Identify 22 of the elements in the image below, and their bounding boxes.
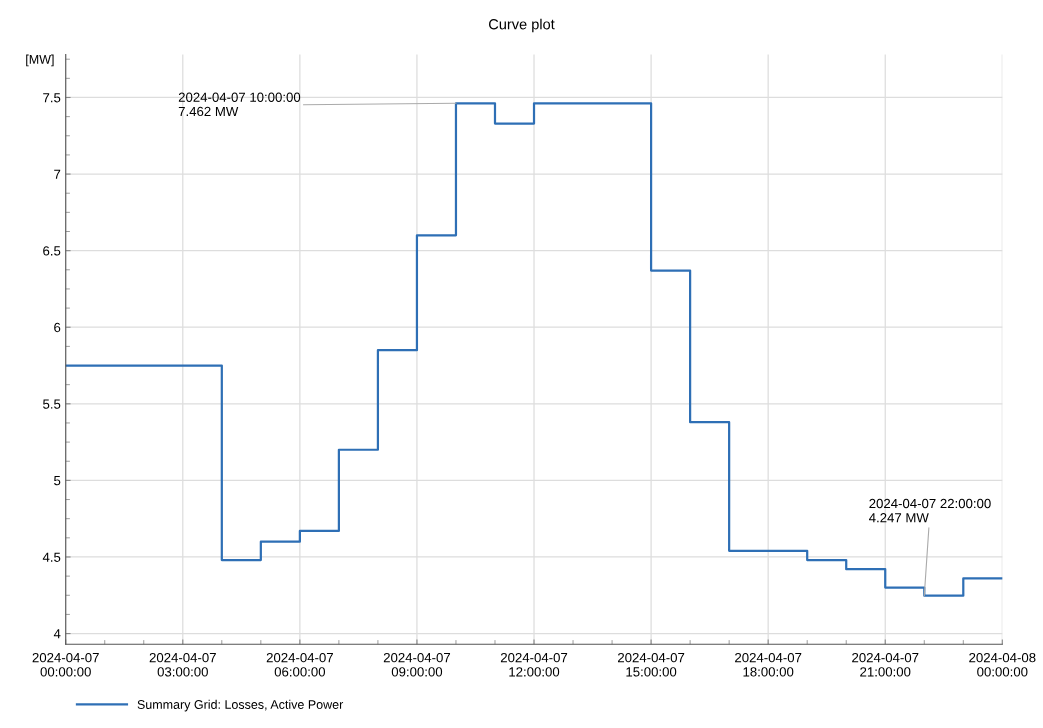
y-tick-label: 7.5 [43, 93, 61, 103]
y-tick-label: 6.5 [43, 246, 61, 256]
x-tick-label: 2024-04-07 06:00:00 [266, 652, 333, 677]
x-tick-label: 2024-04-07 00:00:00 [32, 652, 99, 677]
annotation: 2024-04-07 22:00:00 4.247 MW [869, 498, 991, 523]
y-tick-label: 5.5 [43, 399, 61, 409]
x-tick-label: 2024-04-08 00:00:00 [969, 652, 1036, 677]
y-tick-label: 6 [54, 322, 61, 333]
y-tick-label: 7 [54, 169, 61, 179]
y-tick-label: 5 [54, 476, 61, 486]
annotation: 2024-04-07 10:00:00 7.462 MW [178, 92, 301, 117]
y-tick-label: 4.5 [42, 552, 61, 562]
x-tick-label: 2024-04-07 18:00:00 [735, 652, 802, 677]
x-tick-label: 2024-04-07 09:00:00 [383, 652, 451, 677]
chart-title: Curve plot [489, 18, 555, 33]
y-tick-label: 4 [53, 629, 61, 639]
x-tick-label: 2024-04-07 12:00:00 [500, 652, 568, 677]
x-tick-label: 2024-04-07 03:00:00 [149, 652, 216, 677]
y-axis-title: [MW] [26, 54, 54, 67]
legend-label: Summary Grid: Losses, Active Power [137, 699, 344, 712]
x-tick-label: 2024-04-07 15:00:00 [618, 652, 685, 677]
x-tick-label: 2024-04-07 21:00:00 [852, 652, 919, 677]
